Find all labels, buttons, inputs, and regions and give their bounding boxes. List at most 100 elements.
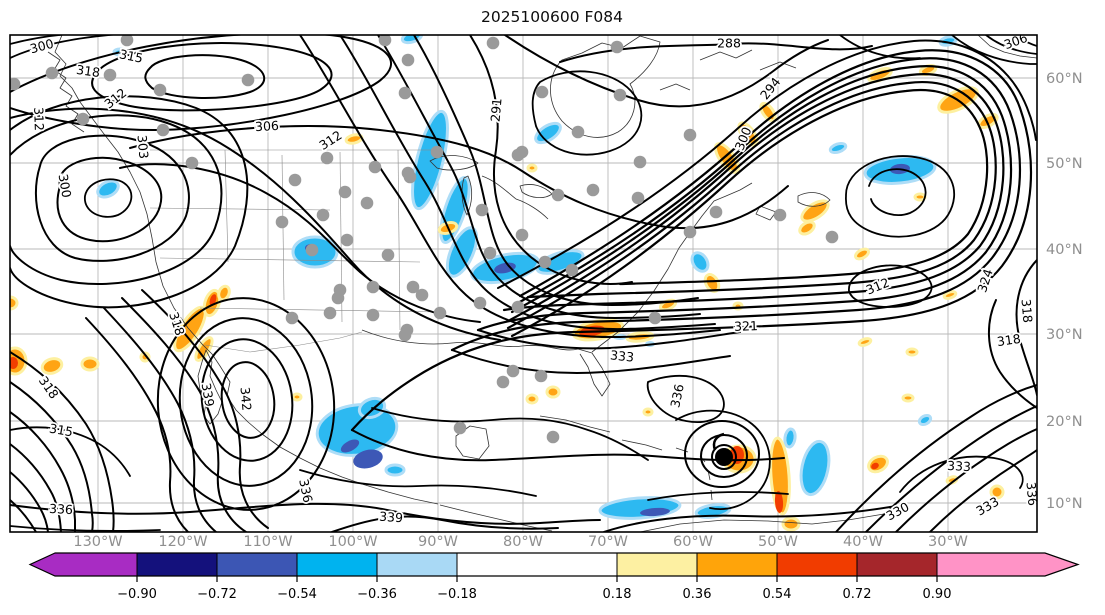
contour-line [371,407,649,461]
y-tick-label: 40°N [1046,242,1083,258]
contour-label: 312 [31,107,47,131]
colorbar-segment [617,553,697,576]
colorbar-left-arrow [30,553,55,576]
station-dot [709,205,723,219]
shading-patch-orange [942,290,958,300]
contour-ring [684,420,760,488]
station-dot [511,300,525,314]
station-dot [285,311,299,325]
station-dot [683,128,697,142]
station-dot [571,125,585,139]
contour-line [10,95,249,309]
station-dot [496,375,510,389]
station-dot [241,73,255,87]
shading-patch-cyan [96,179,120,199]
station-dot [323,306,337,320]
contour-line [299,35,721,339]
contour-line [469,35,633,285]
station-dot [398,328,412,342]
border-path [159,257,421,263]
shading-patch-orange [10,295,19,311]
station-dot [453,421,467,435]
contour-line [144,54,266,99]
x-tick-label: 130°W [73,534,122,550]
shading-patch-orange [901,393,915,403]
station-dot [153,83,167,97]
x-tick-label: 30°W [928,534,968,550]
contour-label: 318 [36,373,62,401]
station-dot [565,263,579,277]
station-dot [534,369,548,383]
station-dot [506,364,520,378]
station-dot [103,68,117,82]
station-dot [305,243,319,257]
shading-patch-cyan [384,463,406,477]
contour-line [10,381,94,532]
contour-line [10,471,49,532]
station-dot [551,188,565,202]
contour-line [848,264,933,308]
station-dot [331,291,345,305]
colorbar-tick-label: −0.72 [197,587,237,602]
shading-patch-orange [545,385,561,399]
station-dot [633,155,647,169]
contour-label: 315 [118,46,144,66]
contour-label: 318 [166,310,188,337]
contour-line [895,428,1037,532]
contour-ring [711,444,737,470]
contour-line [835,384,1037,532]
contour-label: 294 [757,74,784,102]
contour-label: 318 [75,62,101,80]
shading-patch-cyan [411,109,449,211]
coastline-path [755,192,831,221]
shading-patch-orange [857,337,873,347]
station-dot [430,145,444,159]
station-dot [340,233,354,247]
x-tick-label: 120°W [158,534,207,550]
station-dot [360,196,374,210]
coastline-path [659,49,797,91]
station-dot [398,86,412,100]
border-path [397,149,401,331]
coastline-path [361,329,611,397]
contour-line [10,351,115,532]
contour-line [10,411,76,532]
colorbar-segment [137,553,217,576]
contour-line [10,499,37,532]
contour-label: 303 [134,134,151,159]
station-dot [381,248,395,262]
contour-label: 342 [237,386,254,411]
contour-line [951,35,1037,65]
colorbar-right-arrow [1045,553,1078,576]
contour-line [497,39,1037,289]
contour-line [34,134,190,262]
station-dot [538,255,552,269]
coastline-path [977,35,1037,59]
colorbar: −0.90 −0.72 −0.54 −0.36 −0.18 0.18 0.36 0.54 0.7… [28,552,1080,602]
coastline-path [197,349,223,425]
contour-line [339,35,716,331]
contour-line [10,443,62,532]
contour-line [646,375,725,423]
contour-line [121,297,247,532]
y-tick-label: 10°N [1046,496,1083,512]
contour-label: 333 [609,347,634,364]
station-dot [613,88,627,102]
station-dot [45,66,59,80]
contour-line [603,505,897,532]
shading-patch-orange [989,484,1005,500]
tropical-cyclone-marker [712,432,733,466]
contour-label: 336 [667,383,687,410]
station-dot [610,40,624,54]
contour-line [987,299,1037,409]
station-dot [406,280,420,294]
station-dot [415,288,429,302]
coastline-path [439,425,553,532]
colorbar-tick-label: 0.90 [923,587,952,602]
colorbar-segment [457,553,617,576]
y-tick-label: 30°N [1046,327,1083,343]
contour-label: 336 [296,478,316,505]
station-dot [366,308,380,322]
contour-line [1013,35,1037,47]
